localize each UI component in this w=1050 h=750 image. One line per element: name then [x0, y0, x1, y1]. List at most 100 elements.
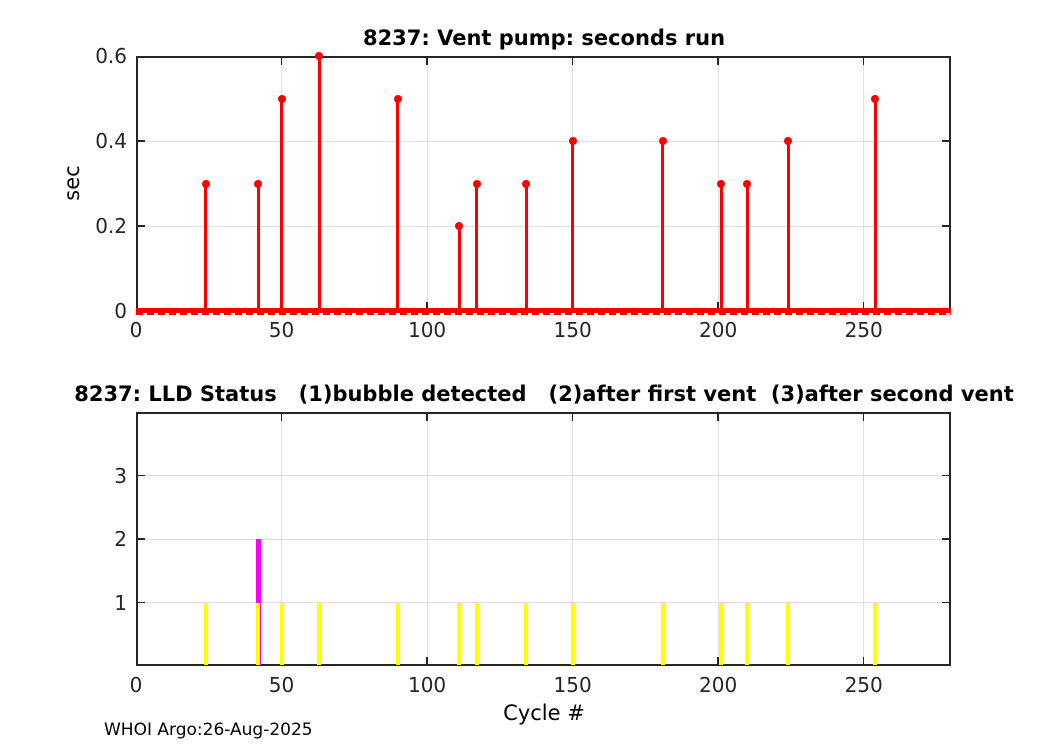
stem-marker: [277, 94, 286, 103]
y-tick-label: 0: [114, 299, 127, 323]
stem-vent-pump-seconds-run: [280, 98, 284, 310]
stem-lld-status-bubble-detected: [786, 602, 790, 665]
x-tick-label: 50: [268, 318, 295, 342]
y-tick-label: 1: [114, 590, 127, 615]
y-tickmark: [138, 225, 145, 227]
stem-lld-status-bubble-detected: [279, 602, 284, 665]
stem-vent-pump-seconds-run: [745, 183, 749, 310]
y-tickmark: [138, 140, 145, 142]
y-tickmark-right: [942, 601, 949, 604]
x-tickmark-top: [862, 414, 865, 421]
stem-marker: [472, 179, 481, 188]
x-tick-label: 200: [699, 318, 738, 342]
stem-vent-pump-seconds-run: [457, 226, 461, 310]
top-chart-ylabel: sec: [60, 165, 84, 201]
y-tickmark-right: [942, 538, 949, 540]
stem-marker: [522, 179, 531, 188]
stem-lld-status-bubble-detected: [474, 602, 479, 665]
stem-lld-status-bubble-detected: [873, 602, 878, 665]
x-tick-label: 50: [268, 673, 295, 697]
stem-lld-status-bubble-detected: [203, 602, 208, 665]
stem-vent-pump-seconds-run: [204, 183, 208, 310]
stem-marker: [658, 137, 667, 145]
stem-marker: [254, 179, 263, 188]
y-tickmark: [138, 538, 145, 540]
stem-vent-pump-seconds-run: [396, 98, 400, 310]
x-tick-label: 100: [407, 673, 447, 697]
x-tickmark-top: [717, 414, 719, 421]
y-tick-label: 3: [114, 463, 127, 488]
stem-lld-status-bubble-detected: [524, 602, 529, 665]
stem-vent-pump-seconds-run: [475, 183, 479, 310]
x-gridline: [863, 56, 865, 311]
x-tick-label: 0: [129, 673, 143, 697]
stem-lld-status-bubble-detected: [256, 602, 261, 665]
y-tick-label: 2: [114, 527, 127, 551]
y-gridline: [136, 538, 951, 540]
stem-vent-pump-seconds-run: [524, 183, 528, 310]
bottom-chart-xlabel: Cycle #: [503, 701, 585, 725]
stem-vent-pump-seconds-run: [786, 141, 790, 310]
x-tickmark: [136, 302, 138, 309]
y-tickmark-right: [942, 56, 949, 58]
y-gridline: [136, 602, 951, 603]
x-tick-label: 150: [553, 673, 592, 697]
stem-lld-status-bubble-detected: [719, 602, 724, 665]
stem-marker: [568, 137, 577, 145]
x-tickmark-top: [280, 414, 283, 421]
stem-marker: [315, 52, 324, 60]
bottom-chart-title: 8237: LLD Status (1)bubble detected (2)a…: [74, 382, 1014, 406]
stem-lld-status-bubble-detected: [660, 602, 665, 665]
stem-marker: [717, 179, 726, 188]
y-tickmark: [138, 474, 145, 477]
zero-baseline-markers: [136, 313, 951, 315]
stem-vent-pump-seconds-run: [571, 141, 575, 310]
stem-marker: [743, 179, 752, 188]
y-gridline: [136, 475, 951, 476]
y-gridline: [136, 140, 951, 142]
x-tick-label: 150: [553, 318, 592, 342]
stem-marker: [871, 94, 880, 103]
x-tick-label: 200: [699, 673, 738, 697]
x-tickmark: [717, 657, 719, 664]
stem-lld-status-bubble-detected: [570, 602, 575, 665]
stem-marker: [784, 137, 792, 145]
x-tickmark-top: [136, 414, 138, 421]
stem-lld-status-bubble-detected: [317, 602, 322, 665]
stem-marker: [393, 94, 402, 103]
x-tickmark: [862, 657, 865, 664]
stem-lld-status-bubble-detected: [395, 602, 400, 665]
stem-vent-pump-seconds-run: [873, 98, 877, 310]
y-gridline: [136, 225, 951, 227]
x-tick-label: 100: [407, 318, 447, 342]
stem-vent-pump-seconds-run: [256, 183, 260, 310]
zero-baseline: [136, 308, 951, 313]
x-tickmark-top: [426, 414, 428, 421]
x-tickmark-top: [136, 58, 138, 65]
stem-lld-status-after-first-vent: [255, 539, 261, 665]
stem-vent-pump-seconds-run: [719, 183, 723, 310]
x-tickmark: [136, 657, 138, 664]
x-tickmark: [426, 302, 428, 309]
stem-lld-status-bubble-detected: [745, 602, 750, 665]
x-tick-label: 0: [129, 318, 143, 342]
y-tick-label: 0.4: [95, 129, 127, 153]
y-tickmark-right: [942, 225, 949, 227]
x-tickmark: [426, 657, 428, 664]
stem-vent-pump-seconds-run: [317, 56, 321, 310]
x-tickmark-top: [717, 58, 719, 65]
y-tickmark-right: [942, 140, 949, 142]
stem-vent-pump-seconds-run: [661, 141, 665, 310]
stem-marker: [455, 222, 464, 230]
x-gridline: [426, 56, 428, 311]
footer-annotation: WHOI Argo:26-Aug-2025: [104, 720, 313, 740]
x-tickmark-top: [571, 58, 574, 65]
top-chart-title: 8237: Vent pump: seconds run: [362, 26, 726, 50]
x-tickmark: [717, 302, 719, 309]
x-tickmark-top: [280, 58, 283, 65]
stem-lld-status-bubble-detected: [457, 602, 462, 665]
vent-pump-stem-plot: 0 50 100 150 200 250 0 0.2 0.4 0.6: [95, 44, 951, 342]
lld-status-stem-plot: 0 50 100 150 200 250 1 2 3: [114, 412, 951, 697]
y-tick-label: 0.2: [95, 214, 127, 238]
x-tickmark-top: [571, 414, 574, 421]
